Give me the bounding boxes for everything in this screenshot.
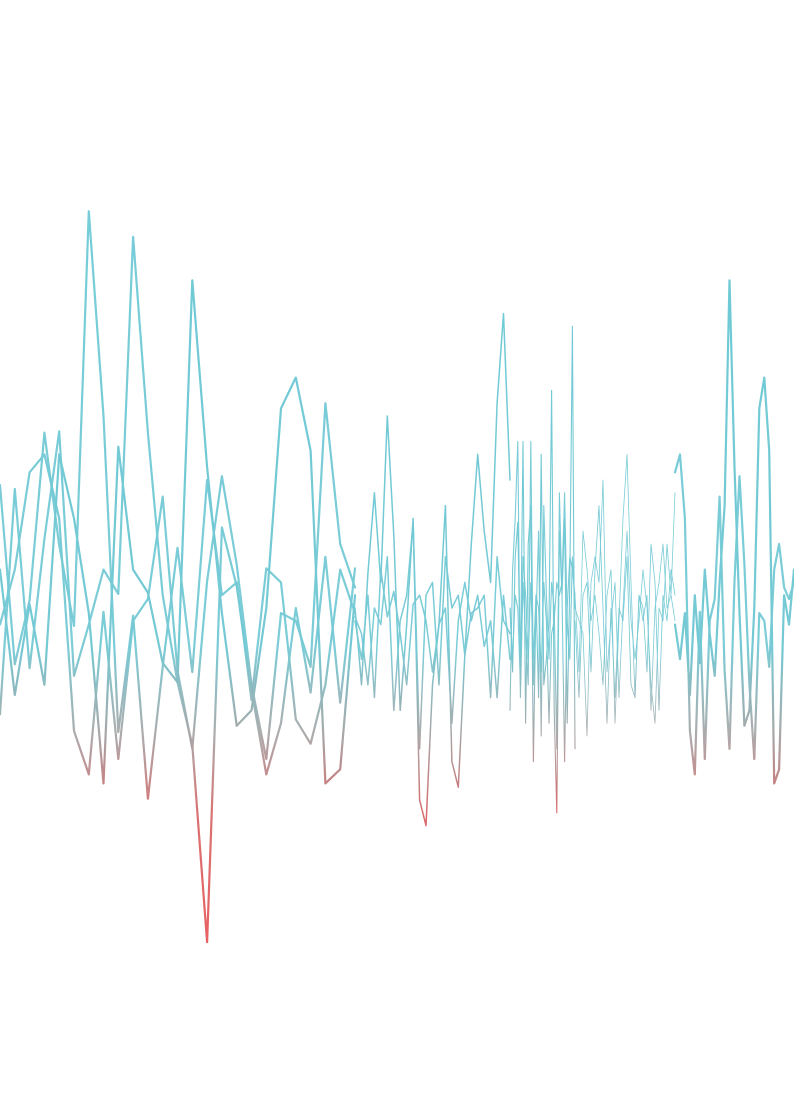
waveform-trace — [574, 479, 676, 737]
waveform-layer — [0, 210, 794, 944]
waveform-trace — [574, 505, 676, 724]
waveform-trace — [673, 279, 794, 785]
waveform-trace — [0, 210, 357, 800]
waveform-trace — [673, 453, 794, 776]
waveform-trace — [0, 235, 357, 944]
waveform-trace — [354, 521, 511, 750]
waveform-trace — [354, 568, 511, 724]
waveform-trace — [0, 402, 357, 776]
waveform-trace — [509, 325, 576, 814]
waveform-trace — [509, 441, 576, 763]
waveform-trace — [574, 454, 676, 724]
